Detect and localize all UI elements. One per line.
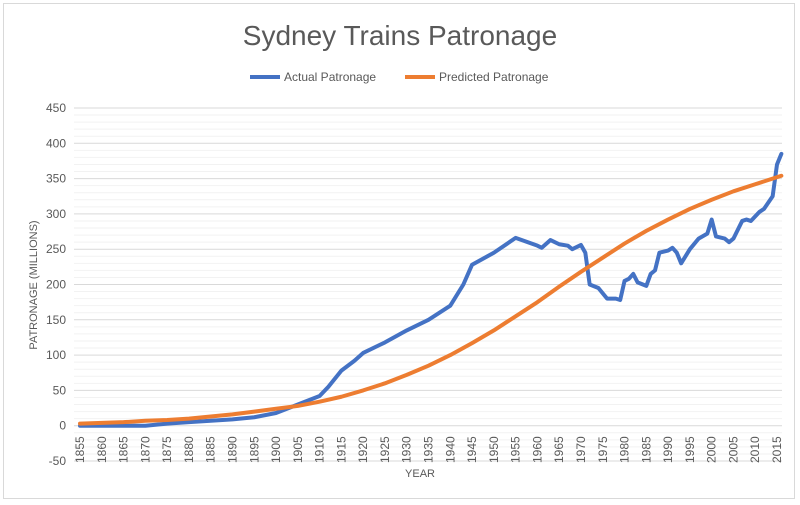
legend-label: Predicted Patronage — [439, 70, 549, 84]
x-tick-label: 1870 — [138, 436, 152, 463]
x-tick-label: 1890 — [225, 436, 239, 463]
x-tick-label: 1960 — [530, 436, 544, 463]
series-line-actual — [78, 151, 784, 428]
x-tick-label: 1915 — [334, 436, 348, 463]
x-tick-label: 1955 — [509, 436, 523, 463]
y-tick-label: 50 — [53, 383, 67, 397]
x-tick-label: 1865 — [117, 436, 131, 463]
y-tick-label: 300 — [46, 207, 66, 221]
x-tick-label: 1910 — [313, 436, 327, 463]
y-tick-label: 100 — [46, 348, 66, 362]
x-axis-label: YEAR — [405, 468, 435, 480]
gridlines — [74, 107, 782, 462]
x-tick-label: 1860 — [95, 436, 109, 463]
y-tick-label: 450 — [46, 101, 66, 115]
x-tick-label: 1940 — [443, 436, 457, 463]
x-tick-label: 2005 — [726, 436, 740, 463]
y-tick-label: 250 — [46, 242, 66, 256]
x-axis-ticks: 1855 1860 1865 1870 1875 1880 1885 1890 1895 1900… — [73, 436, 784, 463]
x-tick-label: 1950 — [487, 436, 501, 463]
y-tick-label: -50 — [49, 454, 67, 468]
x-tick-label: 2000 — [705, 436, 719, 463]
y-tick-label: 150 — [46, 313, 66, 327]
chart-frame — [3, 3, 795, 499]
x-tick-label: 1935 — [422, 436, 436, 463]
x-tick-label: 2015 — [770, 436, 784, 463]
x-tick-label: 1900 — [269, 436, 283, 463]
x-tick-label: 1895 — [247, 436, 261, 463]
legend-label: Actual Patronage — [284, 70, 376, 84]
x-tick-label: 2010 — [748, 436, 762, 463]
x-tick-label: 1965 — [552, 436, 566, 463]
x-tick-label: 1930 — [400, 436, 414, 463]
y-tick-label: 0 — [59, 419, 66, 433]
x-tick-label: 1875 — [160, 436, 174, 463]
x-tick-label: 1885 — [204, 436, 218, 463]
x-tick-label: 1990 — [661, 436, 675, 463]
y-tick-label: 400 — [46, 136, 66, 150]
x-tick-label: 1975 — [596, 436, 610, 463]
y-tick-label: 200 — [46, 278, 66, 292]
x-tick-label: 1880 — [182, 436, 196, 463]
x-tick-label: 1945 — [465, 436, 479, 463]
x-tick-label: 1925 — [378, 436, 392, 463]
x-tick-label: 1855 — [73, 436, 87, 463]
x-tick-label: 1905 — [291, 436, 305, 463]
series-lines — [78, 151, 784, 428]
x-tick-label: 1985 — [639, 436, 653, 463]
y-axis-label: PATRONAGE (MILLIONS) — [28, 220, 40, 349]
x-tick-label: 1995 — [683, 436, 697, 463]
x-tick-label: 1970 — [574, 436, 588, 463]
y-tick-label: 350 — [46, 172, 66, 186]
y-axis-ticks: -50 0 50 100 150 200 250 300 350 400 450 — [46, 101, 66, 468]
chart-title: Sydney Trains Patronage — [243, 20, 557, 51]
x-tick-label: 1920 — [356, 436, 370, 463]
series-line-predicted — [78, 173, 784, 426]
legend: Actual Patronage Predicted Patronage — [250, 70, 549, 84]
x-tick-label: 1980 — [618, 436, 632, 463]
